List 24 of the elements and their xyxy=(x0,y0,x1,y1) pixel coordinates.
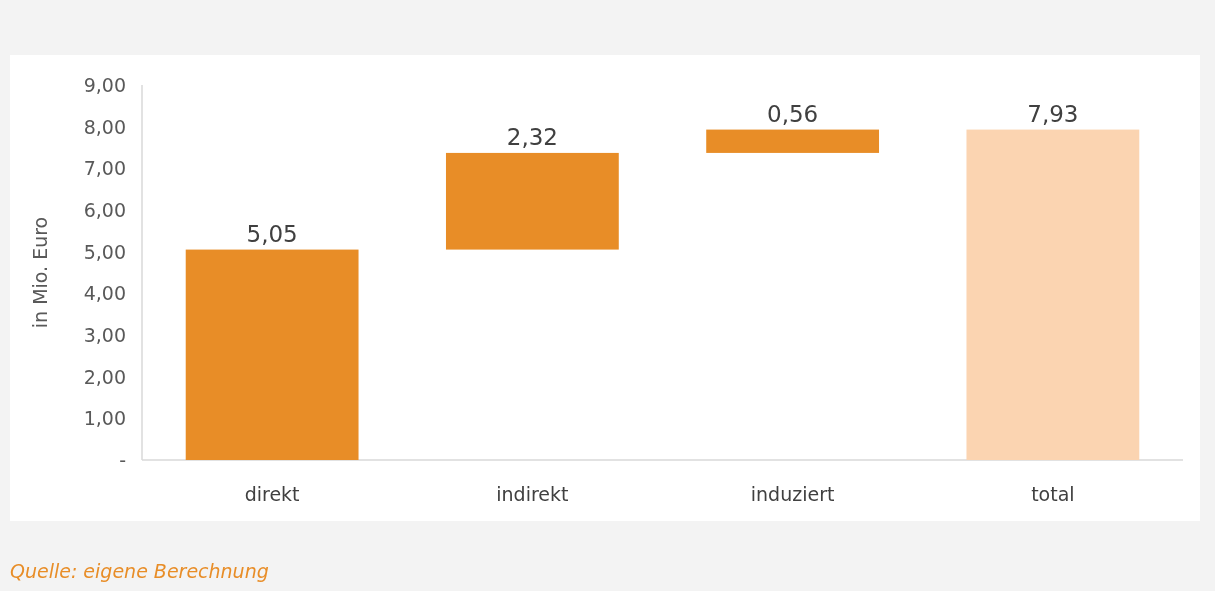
y-tick-label: 1,00 xyxy=(83,407,126,430)
bar xyxy=(706,129,880,153)
data-label: 0,56 xyxy=(767,100,819,127)
y-axis-title: in Mio. Euro xyxy=(29,216,51,329)
y-tick-label: 3,00 xyxy=(83,324,126,346)
y-tick-label: - xyxy=(119,449,126,471)
y-tick-label: 4,00 xyxy=(83,282,126,305)
x-tick-label: direkt xyxy=(244,483,300,505)
data-label: 5,05 xyxy=(246,220,298,247)
bar xyxy=(445,152,619,250)
source-note: Quelle: eigene Berechnung xyxy=(10,560,269,582)
x-tick-label: indirekt xyxy=(496,483,569,505)
x-tick-label: total xyxy=(1031,483,1075,505)
y-tick-label: 5,00 xyxy=(83,240,126,263)
y-tick-label: 2,00 xyxy=(83,365,126,388)
data-label: 2,32 xyxy=(506,123,558,150)
y-tick-label: 7,00 xyxy=(83,157,126,180)
data-label: 7,93 xyxy=(1027,100,1079,127)
y-tick-label: 6,00 xyxy=(83,199,126,221)
x-tick-label: induziert xyxy=(750,483,835,505)
y-tick-label: 9,00 xyxy=(83,74,126,96)
bar xyxy=(966,129,1140,460)
y-tick-label: 8,00 xyxy=(83,115,126,138)
bar xyxy=(185,249,359,460)
